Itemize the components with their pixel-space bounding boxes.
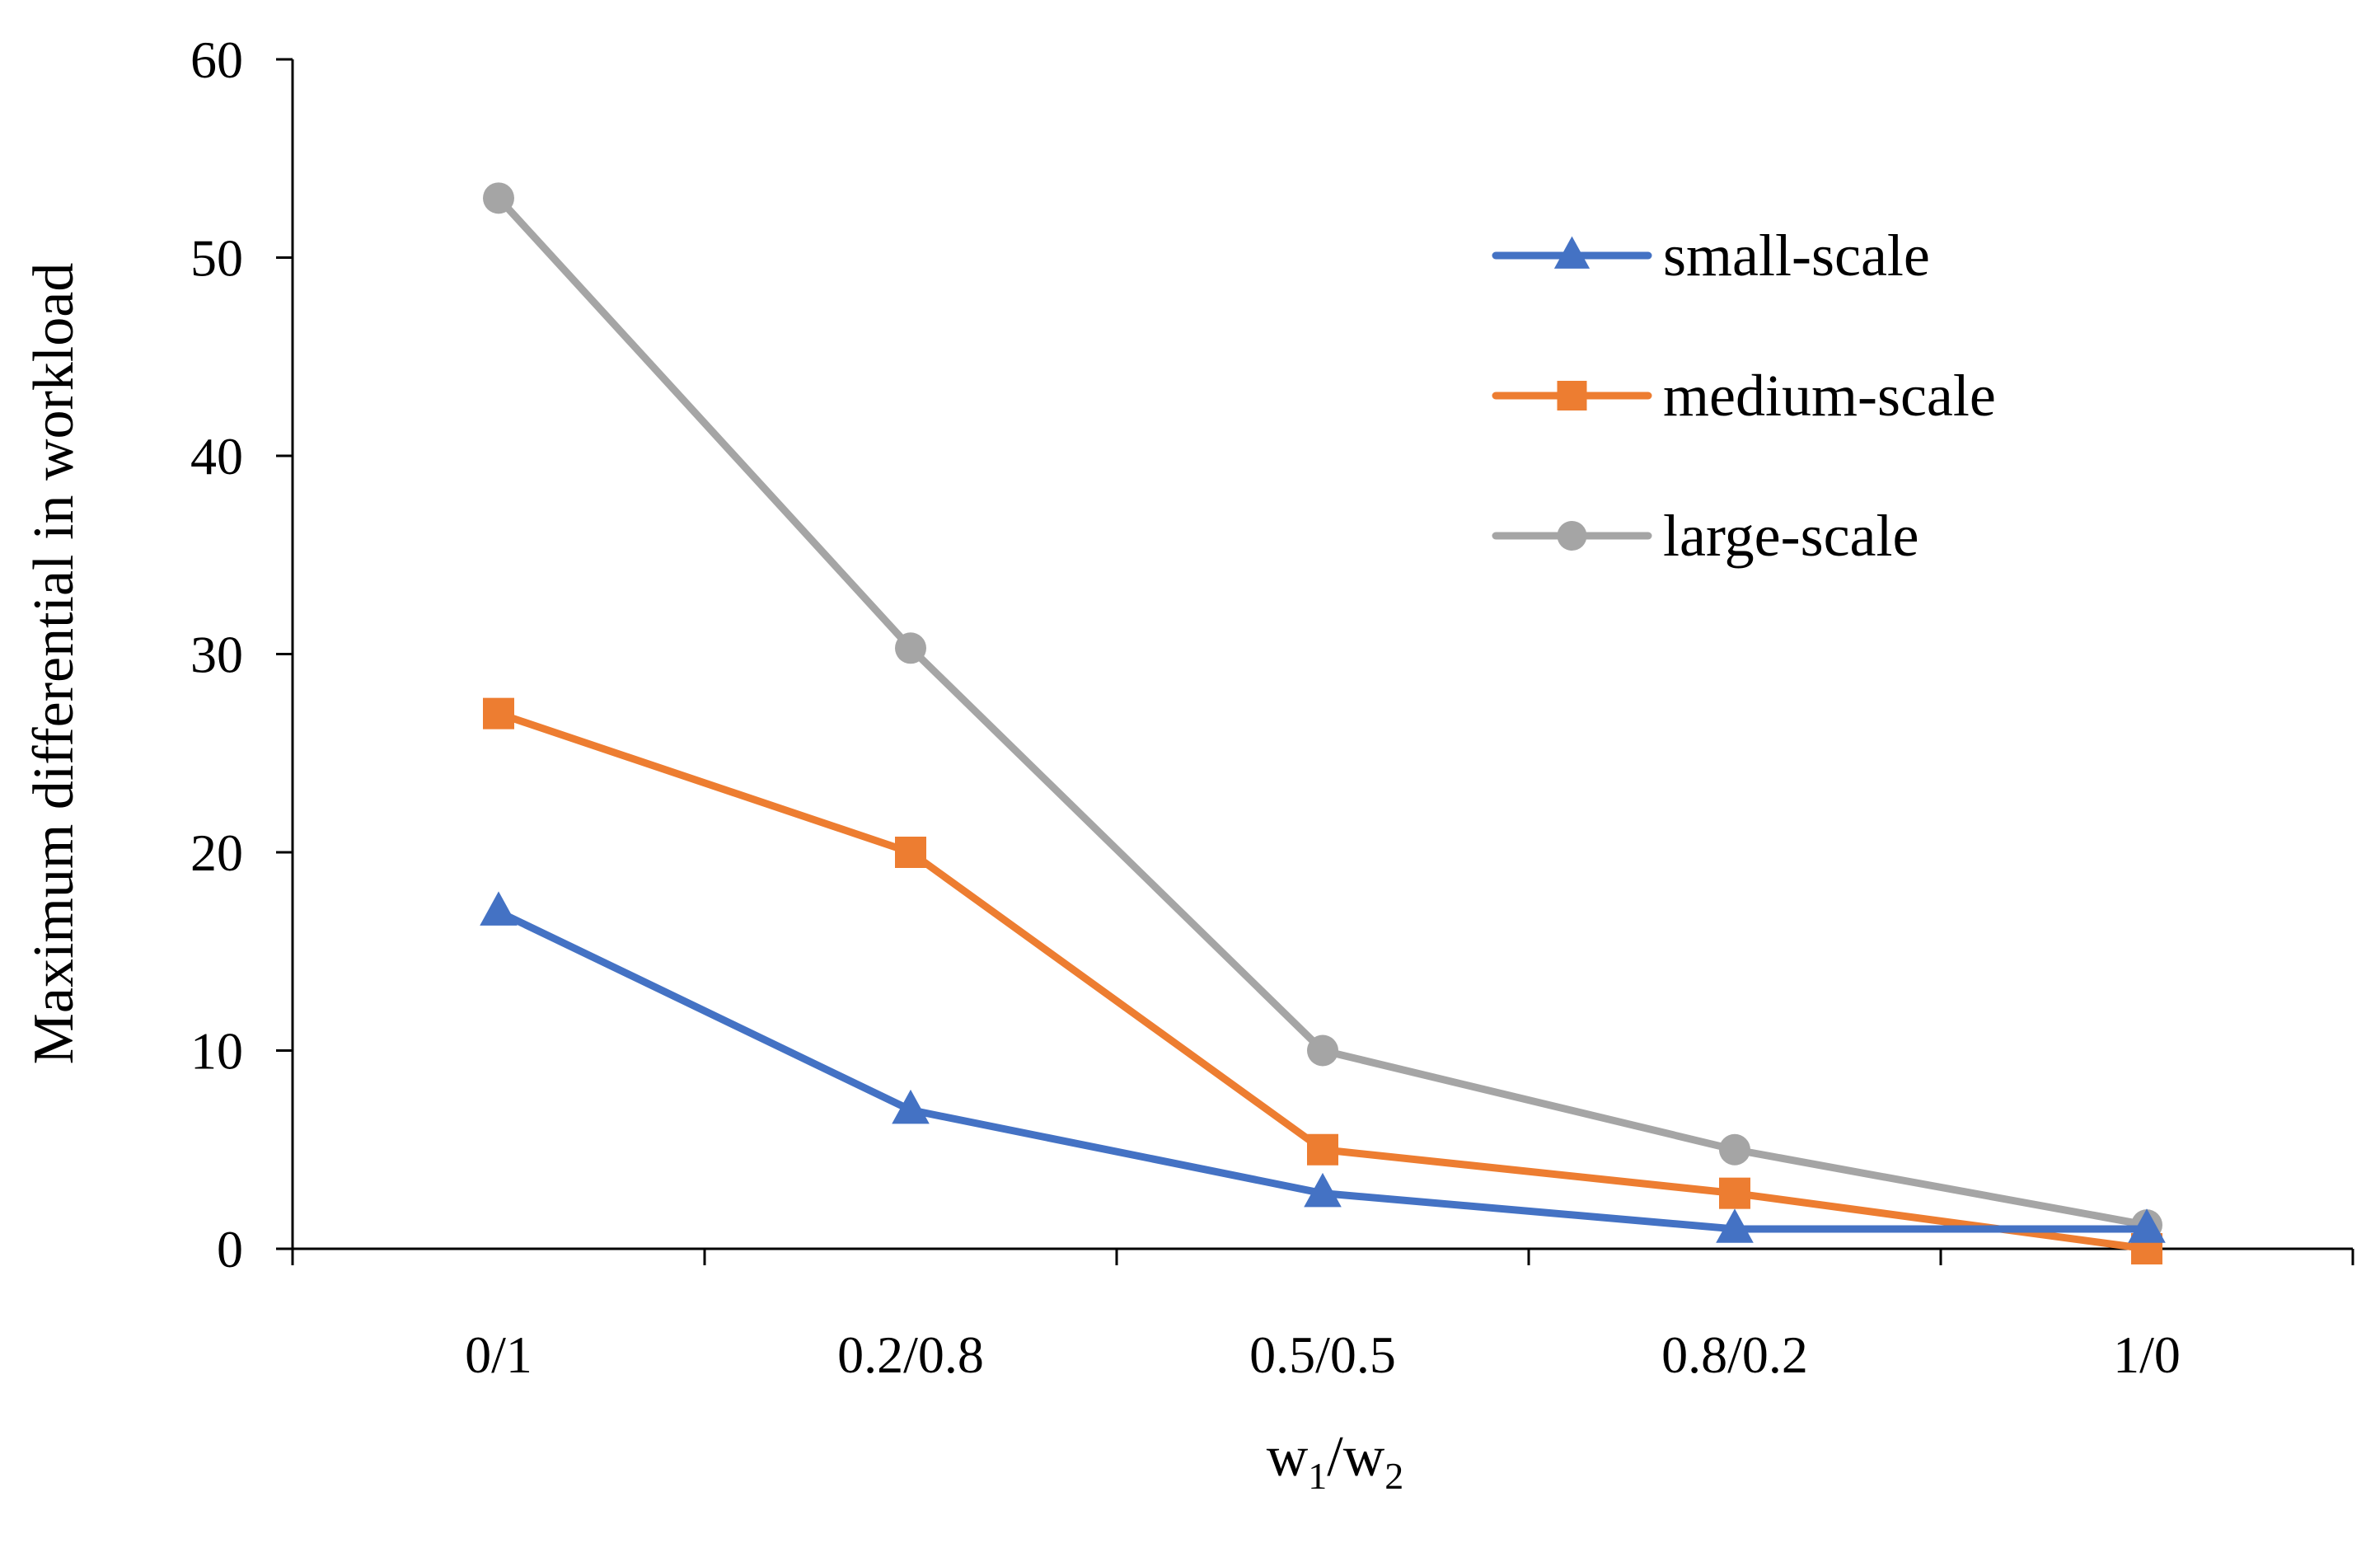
data-point-small-scale [892, 1089, 930, 1124]
x-axis-title-sub2: 2 [1384, 1455, 1403, 1497]
data-point-small-scale [1716, 1208, 1754, 1243]
data-point-large-scale [895, 632, 926, 664]
y-axis-title: Maximum differential in workload [22, 263, 86, 1065]
data-point-large-scale [483, 182, 514, 214]
x-axis-title-slash: / [1327, 1425, 1343, 1489]
data-point-large-scale [1307, 1034, 1338, 1067]
y-tick-label: 50 [190, 229, 243, 288]
y-tick-label: 60 [190, 30, 243, 89]
series-group [480, 182, 2166, 1264]
x-tick-label: 0/1 [465, 1325, 532, 1384]
legend-label-small-scale: small-scale [1663, 223, 1930, 288]
series-line-large-scale [494, 194, 2151, 1229]
data-point-small-scale [480, 891, 518, 926]
legend-marker-small-scale [1553, 236, 1591, 269]
series-small-scale [480, 891, 2166, 1243]
data-point-medium-scale [483, 697, 514, 729]
legend-marker-medium-scale [1557, 381, 1587, 410]
x-tick-label: 0.2/0.8 [837, 1325, 984, 1384]
x-axis-title-w1: w [1267, 1425, 1309, 1489]
y-tick-label: 0 [217, 1220, 243, 1278]
legend-item-large-scale: large-scale [1492, 503, 1919, 569]
series-large-scale [483, 182, 2162, 1241]
series-medium-scale [483, 697, 2162, 1264]
legend-label-large-scale: large-scale [1663, 503, 1919, 569]
y-tick-label: 30 [190, 626, 243, 684]
legend: small-scale medium-scale large-scale [1492, 223, 1996, 569]
x-axis-title-sub1: 1 [1308, 1455, 1327, 1497]
data-point-medium-scale [1719, 1177, 1750, 1209]
legend-label-medium-scale: medium-scale [1663, 363, 1996, 429]
axes: 0 10 20 30 40 50 60 0/1 0.2/0.8 0.5/0.5 0.8/0.2 1/0 [190, 30, 2354, 1384]
y-tick-label: 20 [190, 823, 243, 882]
data-point-medium-scale [1307, 1133, 1338, 1166]
legend-marker-large-scale [1557, 521, 1587, 551]
x-tick-label: 0.5/0.5 [1249, 1325, 1396, 1384]
series-line-medium-scale [494, 710, 2151, 1253]
data-point-medium-scale [895, 837, 926, 868]
x-tick-label: 1/0 [2113, 1325, 2181, 1384]
data-point-small-scale [1304, 1172, 1342, 1208]
data-point-small-scale [2128, 1208, 2166, 1243]
y-tick-label: 10 [190, 1022, 243, 1081]
y-tick-label: 40 [190, 427, 243, 486]
legend-item-small-scale: small-scale [1492, 223, 1930, 288]
x-tick-label: 0.8/0.2 [1661, 1325, 1808, 1384]
x-axis-title-w2: w [1343, 1425, 1385, 1489]
legend-item-medium-scale: medium-scale [1492, 363, 1996, 429]
data-point-large-scale [1719, 1133, 1750, 1166]
x-axis-title: w1/w2 [1267, 1425, 1404, 1497]
